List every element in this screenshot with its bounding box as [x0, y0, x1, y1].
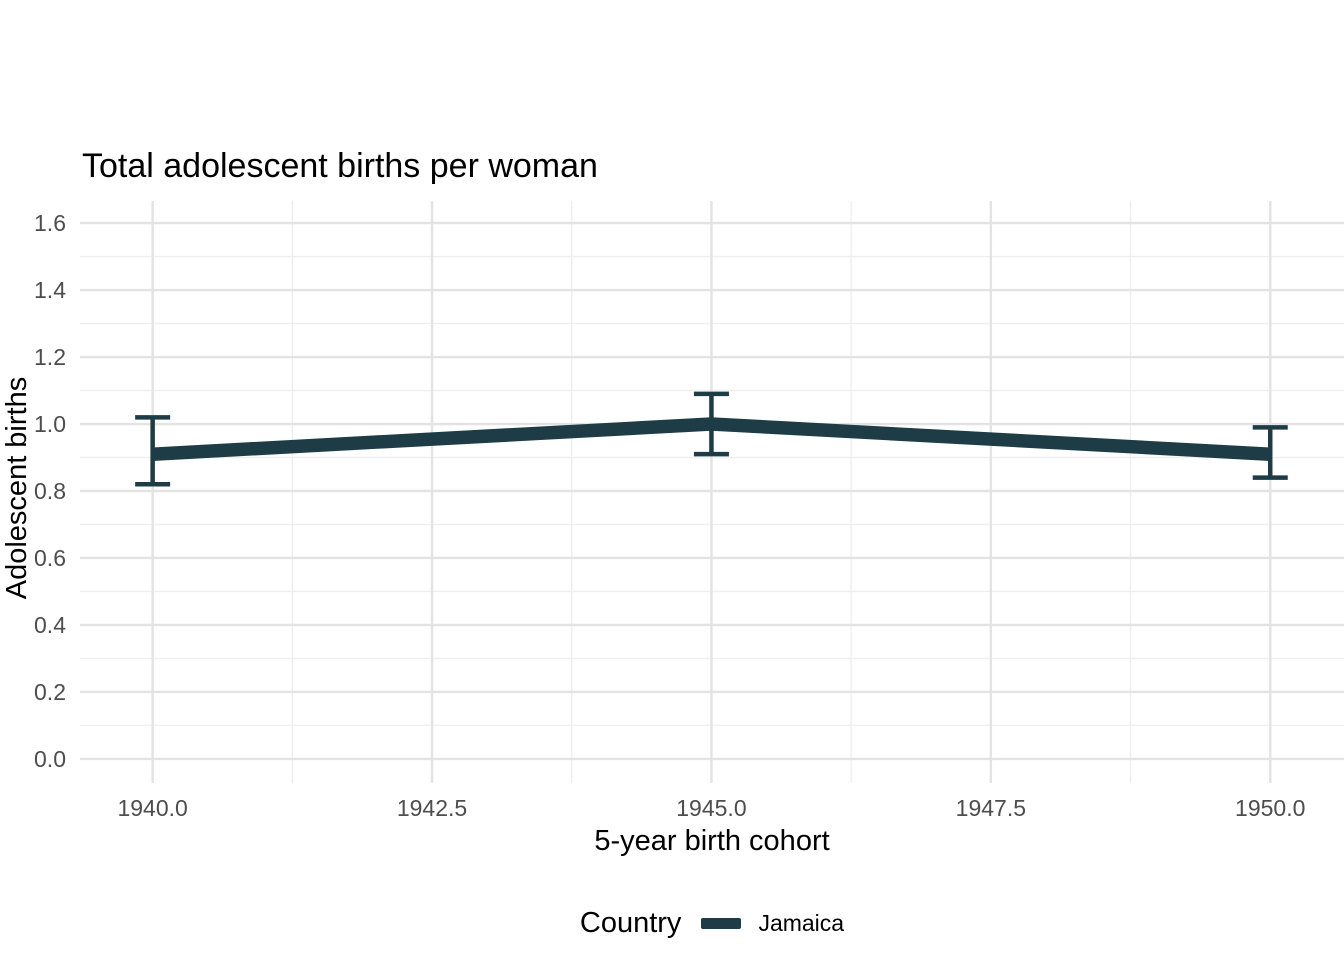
- legend-key-jamaica: Jamaica: [701, 910, 844, 937]
- x-tick-label: 1942.5: [396, 795, 468, 821]
- y-tick-label: 1.4: [34, 277, 66, 304]
- x-axis-title: 5-year birth cohort: [594, 825, 830, 857]
- x-tick-label: 1947.5: [955, 795, 1027, 821]
- y-tick-label: 0.2: [34, 678, 66, 705]
- legend: Country Jamaica: [80, 903, 1344, 943]
- legend-title: Country: [579, 906, 682, 939]
- x-tick-label: 1950.0: [1235, 795, 1306, 821]
- x-tick-label: 1940.0: [117, 795, 188, 821]
- series-line-jamaica: [152, 417, 1271, 461]
- y-tick-label: 1.6: [34, 210, 66, 237]
- plot-panel: [80, 201, 1344, 783]
- y-tick-label: 0.0: [34, 745, 66, 772]
- y-tick-label: 0.4: [34, 611, 66, 638]
- y-tick-label: 0.6: [34, 544, 66, 571]
- x-tick-label: 1945.0: [676, 795, 747, 821]
- plot-area: [80, 201, 1344, 783]
- y-tick-label: 1.0: [34, 411, 66, 438]
- legend-swatch-jamaica: [701, 917, 742, 929]
- y-tick-label: 1.2: [34, 344, 66, 371]
- y-tick-label: 0.8: [34, 477, 66, 504]
- chart-title: Total adolescent births per woman: [82, 147, 598, 185]
- legend-label-jamaica: Jamaica: [758, 909, 845, 936]
